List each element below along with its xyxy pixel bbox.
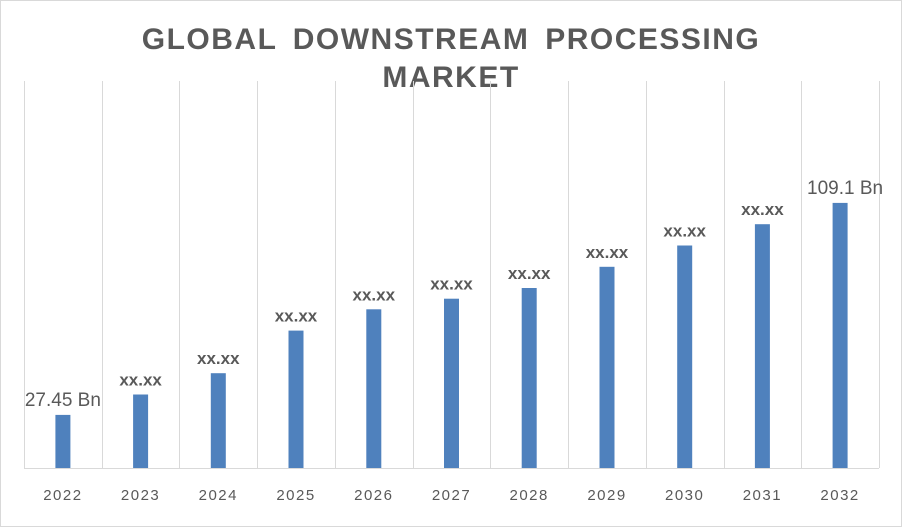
data-label-2028: xx.xx bbox=[508, 264, 551, 283]
bar-2030 bbox=[677, 245, 693, 468]
x-tick-label-2026: 2026 bbox=[354, 487, 393, 504]
bar-2031 bbox=[754, 224, 770, 468]
data-label-2032: 109.1 Bn bbox=[807, 178, 883, 199]
x-tick-label-2023: 2023 bbox=[121, 487, 160, 504]
chart-title-line-1: GLOBAL DOWNSTREAM PROCESSING bbox=[141, 23, 761, 56]
data-label-2023: xx.xx bbox=[119, 371, 162, 390]
x-tick-label-2032: 2032 bbox=[820, 487, 859, 504]
data-label-2029: xx.xx bbox=[586, 243, 629, 262]
x-tick-label-2025: 2025 bbox=[276, 487, 315, 504]
x-tick-label-2028: 2028 bbox=[510, 487, 549, 504]
bar-2032 bbox=[832, 202, 848, 468]
chart-title-line-2: MARKET bbox=[382, 61, 520, 94]
bar-2023 bbox=[133, 394, 149, 468]
x-tick-label-2030: 2030 bbox=[665, 487, 704, 504]
x-tick-label-2027: 2027 bbox=[432, 487, 471, 504]
bar-2028 bbox=[521, 288, 537, 468]
bar-2029 bbox=[599, 266, 615, 468]
data-label-2030: xx.xx bbox=[663, 222, 706, 241]
data-label-2025: xx.xx bbox=[275, 307, 318, 326]
chart-title: GLOBAL DOWNSTREAM PROCESSING MARKET bbox=[1, 21, 901, 97]
data-label-2026: xx.xx bbox=[353, 285, 396, 304]
data-label-2027: xx.xx bbox=[430, 275, 473, 294]
bar-2026 bbox=[366, 309, 382, 468]
x-tick-label-2022: 2022 bbox=[43, 487, 82, 504]
x-tick-label-2029: 2029 bbox=[587, 487, 626, 504]
data-label-2031: xx.xx bbox=[741, 200, 784, 219]
bar-2022 bbox=[55, 414, 71, 468]
bar-2024 bbox=[210, 373, 226, 468]
bar-2025 bbox=[288, 330, 304, 468]
data-label-2022: 27.45 Bn bbox=[25, 390, 101, 411]
data-label-2024: xx.xx bbox=[197, 349, 240, 368]
x-tick-label-2031: 2031 bbox=[743, 487, 782, 504]
x-tick-label-2024: 2024 bbox=[199, 487, 238, 504]
bar-2027 bbox=[444, 298, 459, 468]
